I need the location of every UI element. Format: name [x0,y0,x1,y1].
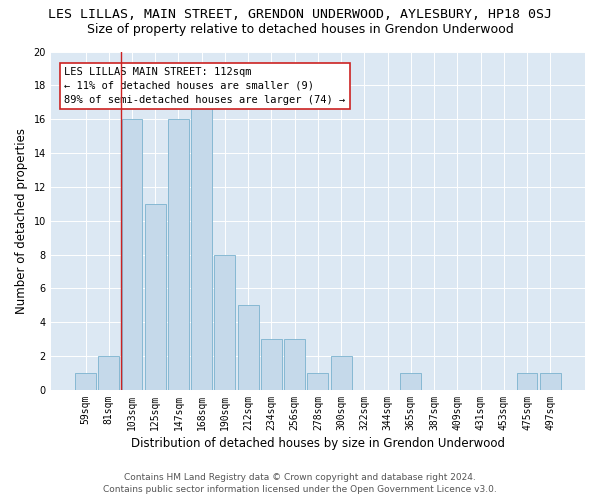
Bar [238,306,259,390]
Text: Contains HM Land Registry data © Crown copyright and database right 2024.
Contai: Contains HM Land Registry data © Crown c… [103,472,497,494]
Bar [400,373,421,390]
Bar [98,356,119,390]
Bar [168,119,189,390]
Text: Size of property relative to detached houses in Grendon Underwood: Size of property relative to detached ho… [86,22,514,36]
Bar [540,373,561,390]
Bar [261,339,282,390]
Bar [214,254,235,390]
Bar [191,102,212,390]
Bar [122,119,142,390]
Bar [307,373,328,390]
Text: LES LILLAS MAIN STREET: 112sqm
← 11% of detached houses are smaller (9)
89% of s: LES LILLAS MAIN STREET: 112sqm ← 11% of … [64,66,346,104]
Bar [517,373,538,390]
Bar [145,204,166,390]
Y-axis label: Number of detached properties: Number of detached properties [15,128,28,314]
X-axis label: Distribution of detached houses by size in Grendon Underwood: Distribution of detached houses by size … [131,437,505,450]
Bar [331,356,352,390]
Text: LES LILLAS, MAIN STREET, GRENDON UNDERWOOD, AYLESBURY, HP18 0SJ: LES LILLAS, MAIN STREET, GRENDON UNDERWO… [48,8,552,20]
Bar [284,339,305,390]
Bar [75,373,96,390]
